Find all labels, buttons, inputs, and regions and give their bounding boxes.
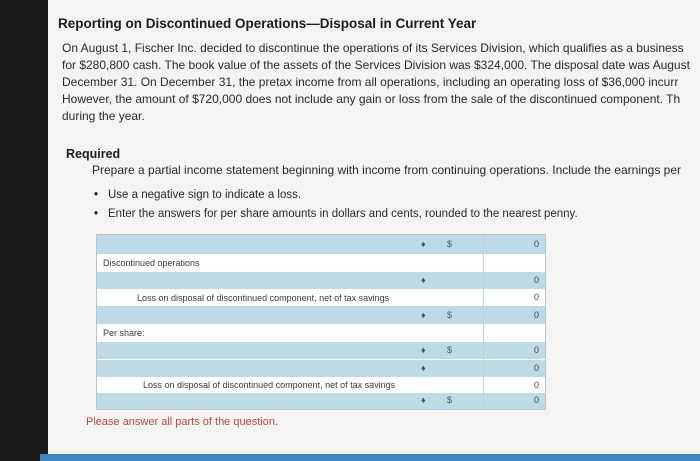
column-divider [483, 235, 484, 409]
problem-text: On August 1, Fischer Inc. decided to dis… [62, 40, 700, 125]
section-label: Discontinued operations [103, 258, 200, 268]
amount-input[interactable]: 0 [533, 239, 539, 249]
instruction-text: Prepare a partial income statement begin… [92, 163, 682, 177]
dollar-sign: $ [447, 395, 453, 405]
amount-input[interactable]: 0 [533, 310, 539, 320]
label-select-icon[interactable]: ♦ [421, 239, 426, 249]
dollar-sign: $ [447, 345, 453, 355]
amount-input[interactable]: 0 [533, 345, 539, 355]
problem-line: December 31. On December 31, the pretax … [62, 75, 679, 89]
question-panel: Reporting on Discontinued Operations—Dis… [48, 0, 700, 461]
problem-line: On August 1, Fischer Inc. decided to dis… [62, 41, 684, 55]
problem-line: for $280,800 cash. The book value of the… [62, 58, 690, 72]
instruction-list: • Use a negative sign to indicate a loss… [94, 189, 578, 227]
list-item: • Use a negative sign to indicate a loss… [94, 189, 578, 208]
statement-row: ♦ 0 [97, 359, 545, 377]
line-item-label: Loss on disposal of discontinued compone… [137, 293, 390, 303]
statement-row: ♦ $ 0 [97, 306, 545, 324]
amount-input[interactable]: 0 [533, 275, 539, 285]
statement-row: ♦ $ 0 [97, 393, 545, 409]
statement-row: ♦ $ 0 [97, 342, 545, 359]
label-select-icon[interactable]: ♦ [421, 395, 426, 405]
section-label: Per share: [103, 328, 145, 338]
page-title: Reporting on Discontinued Operations—Dis… [58, 16, 477, 31]
statement-row: Loss on disposal of discontinued compone… [97, 377, 545, 393]
problem-line: during the year. [62, 109, 145, 123]
statement-row: ♦ $ 0 [97, 235, 545, 254]
bullet-icon: • [94, 208, 99, 220]
dollar-sign: $ [447, 310, 453, 320]
income-statement-form: ♦ $ 0 Discontinued operations ♦ 0 Loss o… [96, 234, 546, 410]
list-item-text: Enter the answers for per share amounts … [108, 208, 578, 220]
problem-line: However, the amount of $720,000 does not… [62, 92, 681, 106]
statement-row: Discontinued operations [97, 254, 545, 272]
amount-input[interactable]: 0 [533, 380, 539, 390]
statement-row: ♦ 0 [97, 272, 545, 289]
list-item-text: Use a negative sign to indicate a loss. [108, 189, 302, 201]
amount-input[interactable]: 0 [533, 363, 539, 373]
required-heading: Required [66, 147, 121, 161]
amount-input[interactable]: 0 [533, 395, 539, 405]
dollar-sign: $ [447, 239, 453, 249]
statement-row: Loss on disposal of discontinued compone… [97, 289, 545, 306]
list-item: • Enter the answers for per share amount… [94, 208, 578, 227]
amount-input[interactable]: 0 [533, 292, 539, 302]
statement-row: Per share: [97, 324, 545, 342]
label-select-icon[interactable]: ♦ [421, 275, 426, 285]
line-item-label: Loss on disposal of discontinued compone… [143, 380, 396, 390]
label-select-icon[interactable]: ♦ [421, 363, 426, 373]
validation-message: Please answer all parts of the question. [86, 416, 279, 428]
label-select-icon[interactable]: ♦ [421, 310, 426, 320]
bullet-icon: • [94, 189, 99, 201]
label-select-icon[interactable]: ♦ [421, 345, 426, 355]
bottom-toolbar [40, 454, 700, 461]
